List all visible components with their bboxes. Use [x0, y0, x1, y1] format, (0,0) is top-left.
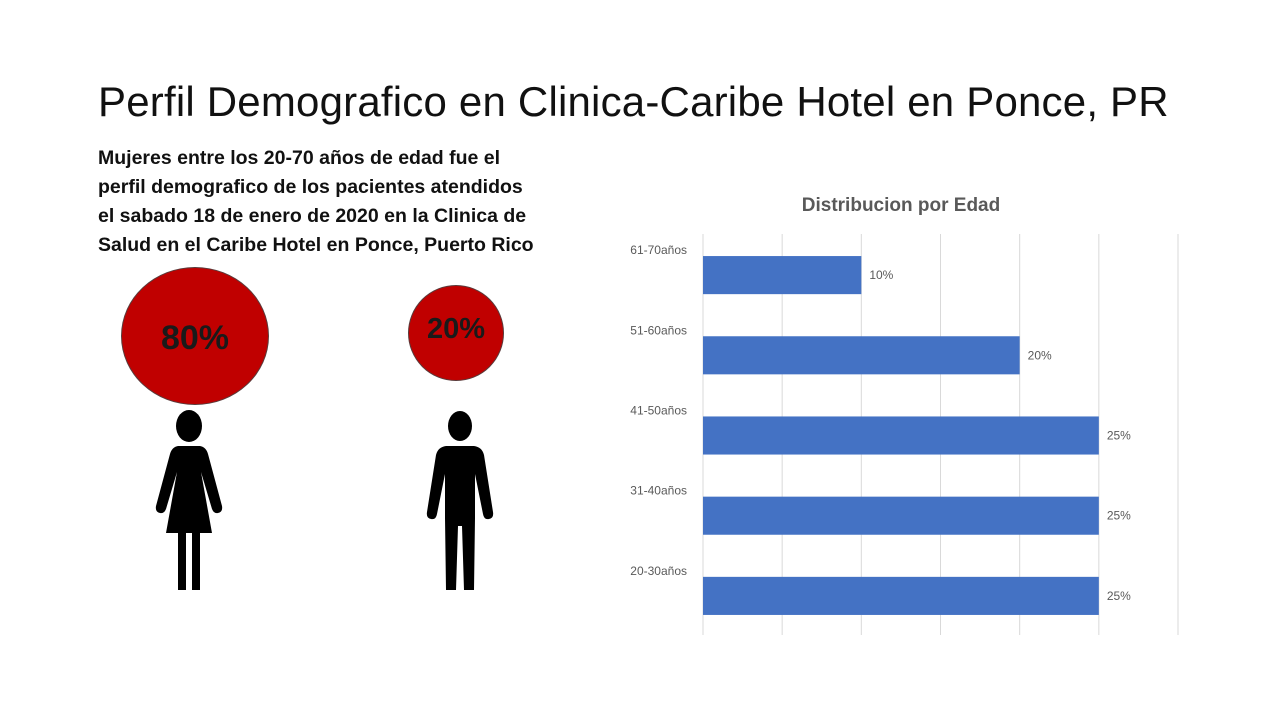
bar-31-40años — [703, 496, 1099, 535]
data-label: 25% — [1107, 509, 1131, 523]
bar-20-30años — [703, 576, 1099, 615]
man-icon — [426, 411, 494, 590]
bar-51-60años — [703, 336, 1020, 375]
data-label: 20% — [1028, 348, 1052, 362]
data-label: 25% — [1107, 429, 1131, 443]
category-label: 31-40años — [630, 484, 687, 498]
category-label: 41-50años — [630, 403, 687, 417]
men-percent-circle: 20% — [408, 285, 504, 381]
subtitle-line: Mujeres entre los 20-70 años de edad fue… — [98, 147, 501, 169]
category-label: 20-30años — [630, 564, 687, 578]
woman-icon — [155, 410, 223, 590]
age-distribution-chart: Distribucion por Edad 61-70años 10% 51-60a… — [630, 195, 1179, 635]
data-label: 10% — [869, 268, 893, 282]
subtitle-line: Salud en el Caribe Hotel en Ponce, Puert… — [98, 234, 534, 256]
subtitle: Mujeres entre los 20-70 años de edad fue… — [98, 144, 618, 260]
category-label: 51-60años — [630, 323, 687, 337]
bar-41-50años — [703, 416, 1099, 455]
bar-61-70años — [703, 256, 862, 295]
women-percent-circle: 80% — [121, 267, 269, 405]
page-title: Perfil Demografico en Clinica-Caribe Hot… — [98, 78, 1169, 125]
category-label: 61-70años — [630, 243, 687, 257]
data-label: 25% — [1107, 589, 1131, 603]
subtitle-line: perfil demografico de los pacientes aten… — [98, 176, 523, 198]
chart-title: Distribucion por Edad — [802, 195, 1000, 216]
subtitle-line: el sabado 18 de enero de 2020 en la Clin… — [98, 205, 527, 227]
